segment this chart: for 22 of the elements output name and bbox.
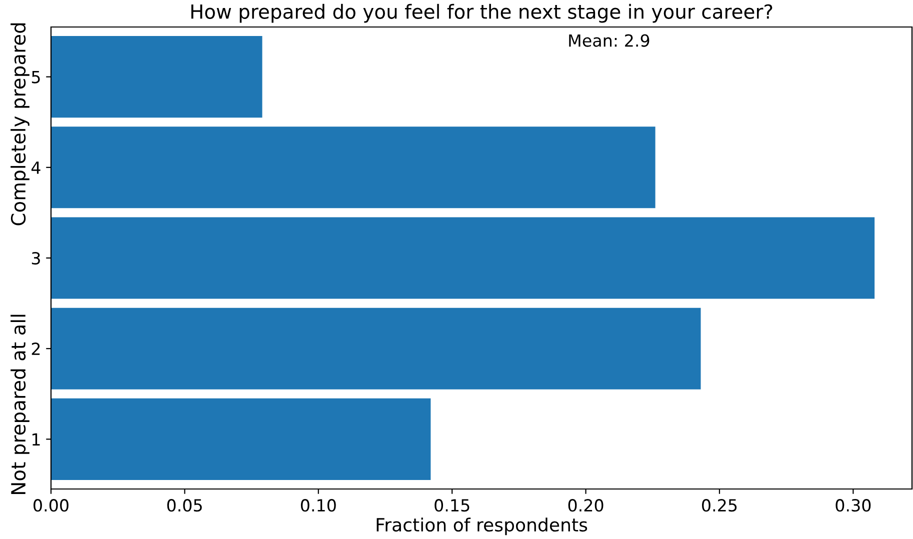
x-axis-title: Fraction of respondents — [376, 518, 588, 536]
y-tick-label: 2 — [32, 342, 40, 355]
y-tick-label: 3 — [32, 252, 40, 265]
bar — [51, 36, 262, 118]
x-tick-label: 0.15 — [434, 499, 470, 512]
text: Completely prepared — [10, 23, 30, 226]
annotation: Mean: 2.9 — [569, 34, 650, 47]
x-tick-label: 0.10 — [300, 499, 336, 512]
bar — [51, 126, 656, 208]
bar — [51, 308, 701, 390]
y-tick-label: 1 — [32, 433, 40, 446]
text: Not prepared at all — [10, 314, 30, 494]
y-tick-label: 5 — [32, 71, 40, 84]
x-tick-label: 0.00 — [34, 499, 68, 512]
bar — [51, 217, 875, 299]
bar — [51, 398, 431, 480]
y-tick-label: 4 — [31, 162, 40, 174]
chart-title: How prepared do you feel for the next stage in your career? — [191, 4, 772, 23]
x-tick-label: 0.25 — [702, 499, 737, 512]
x-tick-label: 0.30 — [836, 499, 871, 512]
x-tick-label: 0.05 — [167, 499, 202, 512]
x-tick-label: 0.20 — [568, 499, 604, 512]
